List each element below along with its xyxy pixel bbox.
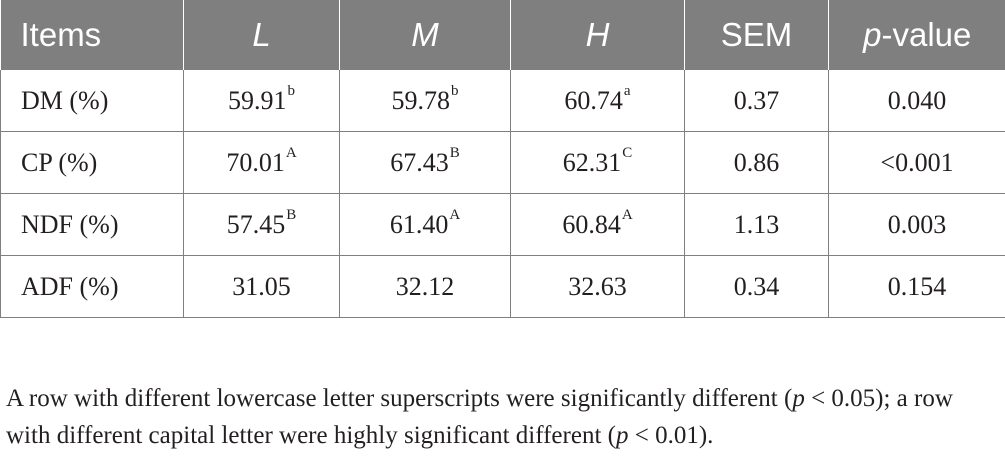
- table-cell: 0.86: [684, 131, 829, 194]
- header-h: H: [510, 0, 685, 70]
- table-cell: 0.040: [828, 70, 1005, 132]
- table-cell: 0.37: [684, 70, 829, 132]
- cell-value: 0.86: [733, 147, 780, 177]
- significance-superscript: b: [287, 82, 296, 99]
- cell-value: <0.001: [880, 147, 954, 177]
- header-l: L: [183, 0, 340, 70]
- table-cell: 1.13: [684, 193, 829, 256]
- cell-value: 59.91: [228, 85, 287, 115]
- row-label: NDF (%): [0, 193, 184, 256]
- table-row: ADF (%) 31.05 32.12 32.63 0.34 0.154: [0, 255, 1005, 318]
- header-m: M: [339, 0, 511, 70]
- cell-value: 32.63: [568, 271, 627, 301]
- cell-value: 62.31: [562, 147, 622, 177]
- table-cell: 32.63: [510, 255, 685, 318]
- significance-superscript: a: [623, 82, 631, 99]
- significance-superscript: B: [449, 144, 460, 161]
- table-footnote: A row with different lowercase letter su…: [6, 385, 953, 449]
- cell-value: 60.84: [562, 209, 621, 239]
- data-table-container: Items L M H SEM p-value DM (%) 59.91b 59.7…: [0, 0, 1005, 318]
- header-p-value: p-value: [828, 0, 1005, 70]
- cell-value: 61.40: [389, 209, 449, 239]
- header-items: Items: [0, 0, 184, 70]
- table-cell: 60.74a: [510, 70, 685, 132]
- cell-value: 32.12: [395, 271, 455, 301]
- cell-value: 57.45: [226, 209, 286, 239]
- cell-value: 59.78: [391, 85, 451, 115]
- cell-value: 0.040: [887, 85, 947, 115]
- table-cell: 31.05: [183, 255, 340, 318]
- table-row: CP (%) 70.01A 67.43B 62.31C 0.86 <0.001: [0, 131, 1005, 194]
- table-row: DM (%) 59.91b 59.78b 60.74a 0.37 0.040: [0, 70, 1005, 132]
- table-header-row: Items L M H SEM p-value: [0, 0, 1005, 70]
- significance-superscript: C: [622, 144, 633, 161]
- significance-superscript: A: [285, 144, 297, 161]
- data-table: Items L M H SEM p-value DM (%) 59.91b 59.7…: [0, 0, 1005, 318]
- cell-value: 0.37: [733, 85, 780, 115]
- cell-value: 70.01: [226, 147, 285, 177]
- cell-value: 0.154: [887, 271, 947, 301]
- table-cell: <0.001: [828, 131, 1005, 194]
- table-cell: 32.12: [339, 255, 511, 318]
- table-cell: 67.43B: [339, 131, 511, 194]
- table-cell: 0.34: [684, 255, 829, 318]
- table-cell: 61.40A: [339, 193, 511, 256]
- significance-superscript: A: [621, 206, 633, 223]
- cell-value: 1.13: [733, 209, 780, 239]
- table-row: NDF (%) 57.45B 61.40A 60.84A 1.13 0.003: [0, 193, 1005, 256]
- row-label: DM (%): [0, 70, 184, 132]
- cell-value: 0.003: [887, 209, 947, 239]
- row-label: ADF (%): [0, 255, 184, 318]
- table-cell: 0.003: [828, 193, 1005, 256]
- table-cell: 57.45B: [183, 193, 340, 256]
- table-cell: 59.91b: [183, 70, 340, 132]
- cell-value: 60.74: [564, 85, 623, 115]
- row-label: CP (%): [0, 131, 184, 194]
- significance-superscript: b: [451, 82, 459, 99]
- header-sem: SEM: [684, 0, 829, 70]
- significance-superscript: B: [286, 206, 297, 223]
- table-cell: 0.154: [828, 255, 1005, 318]
- significance-superscript: A: [449, 206, 461, 223]
- table-cell: 59.78b: [339, 70, 511, 132]
- table-cell: 60.84A: [510, 193, 685, 256]
- cell-value: 31.05: [232, 271, 291, 301]
- cell-value: 67.43: [390, 147, 449, 177]
- table-cell: 62.31C: [510, 131, 685, 194]
- cell-value: 0.34: [733, 271, 780, 301]
- table-cell: 70.01A: [183, 131, 340, 194]
